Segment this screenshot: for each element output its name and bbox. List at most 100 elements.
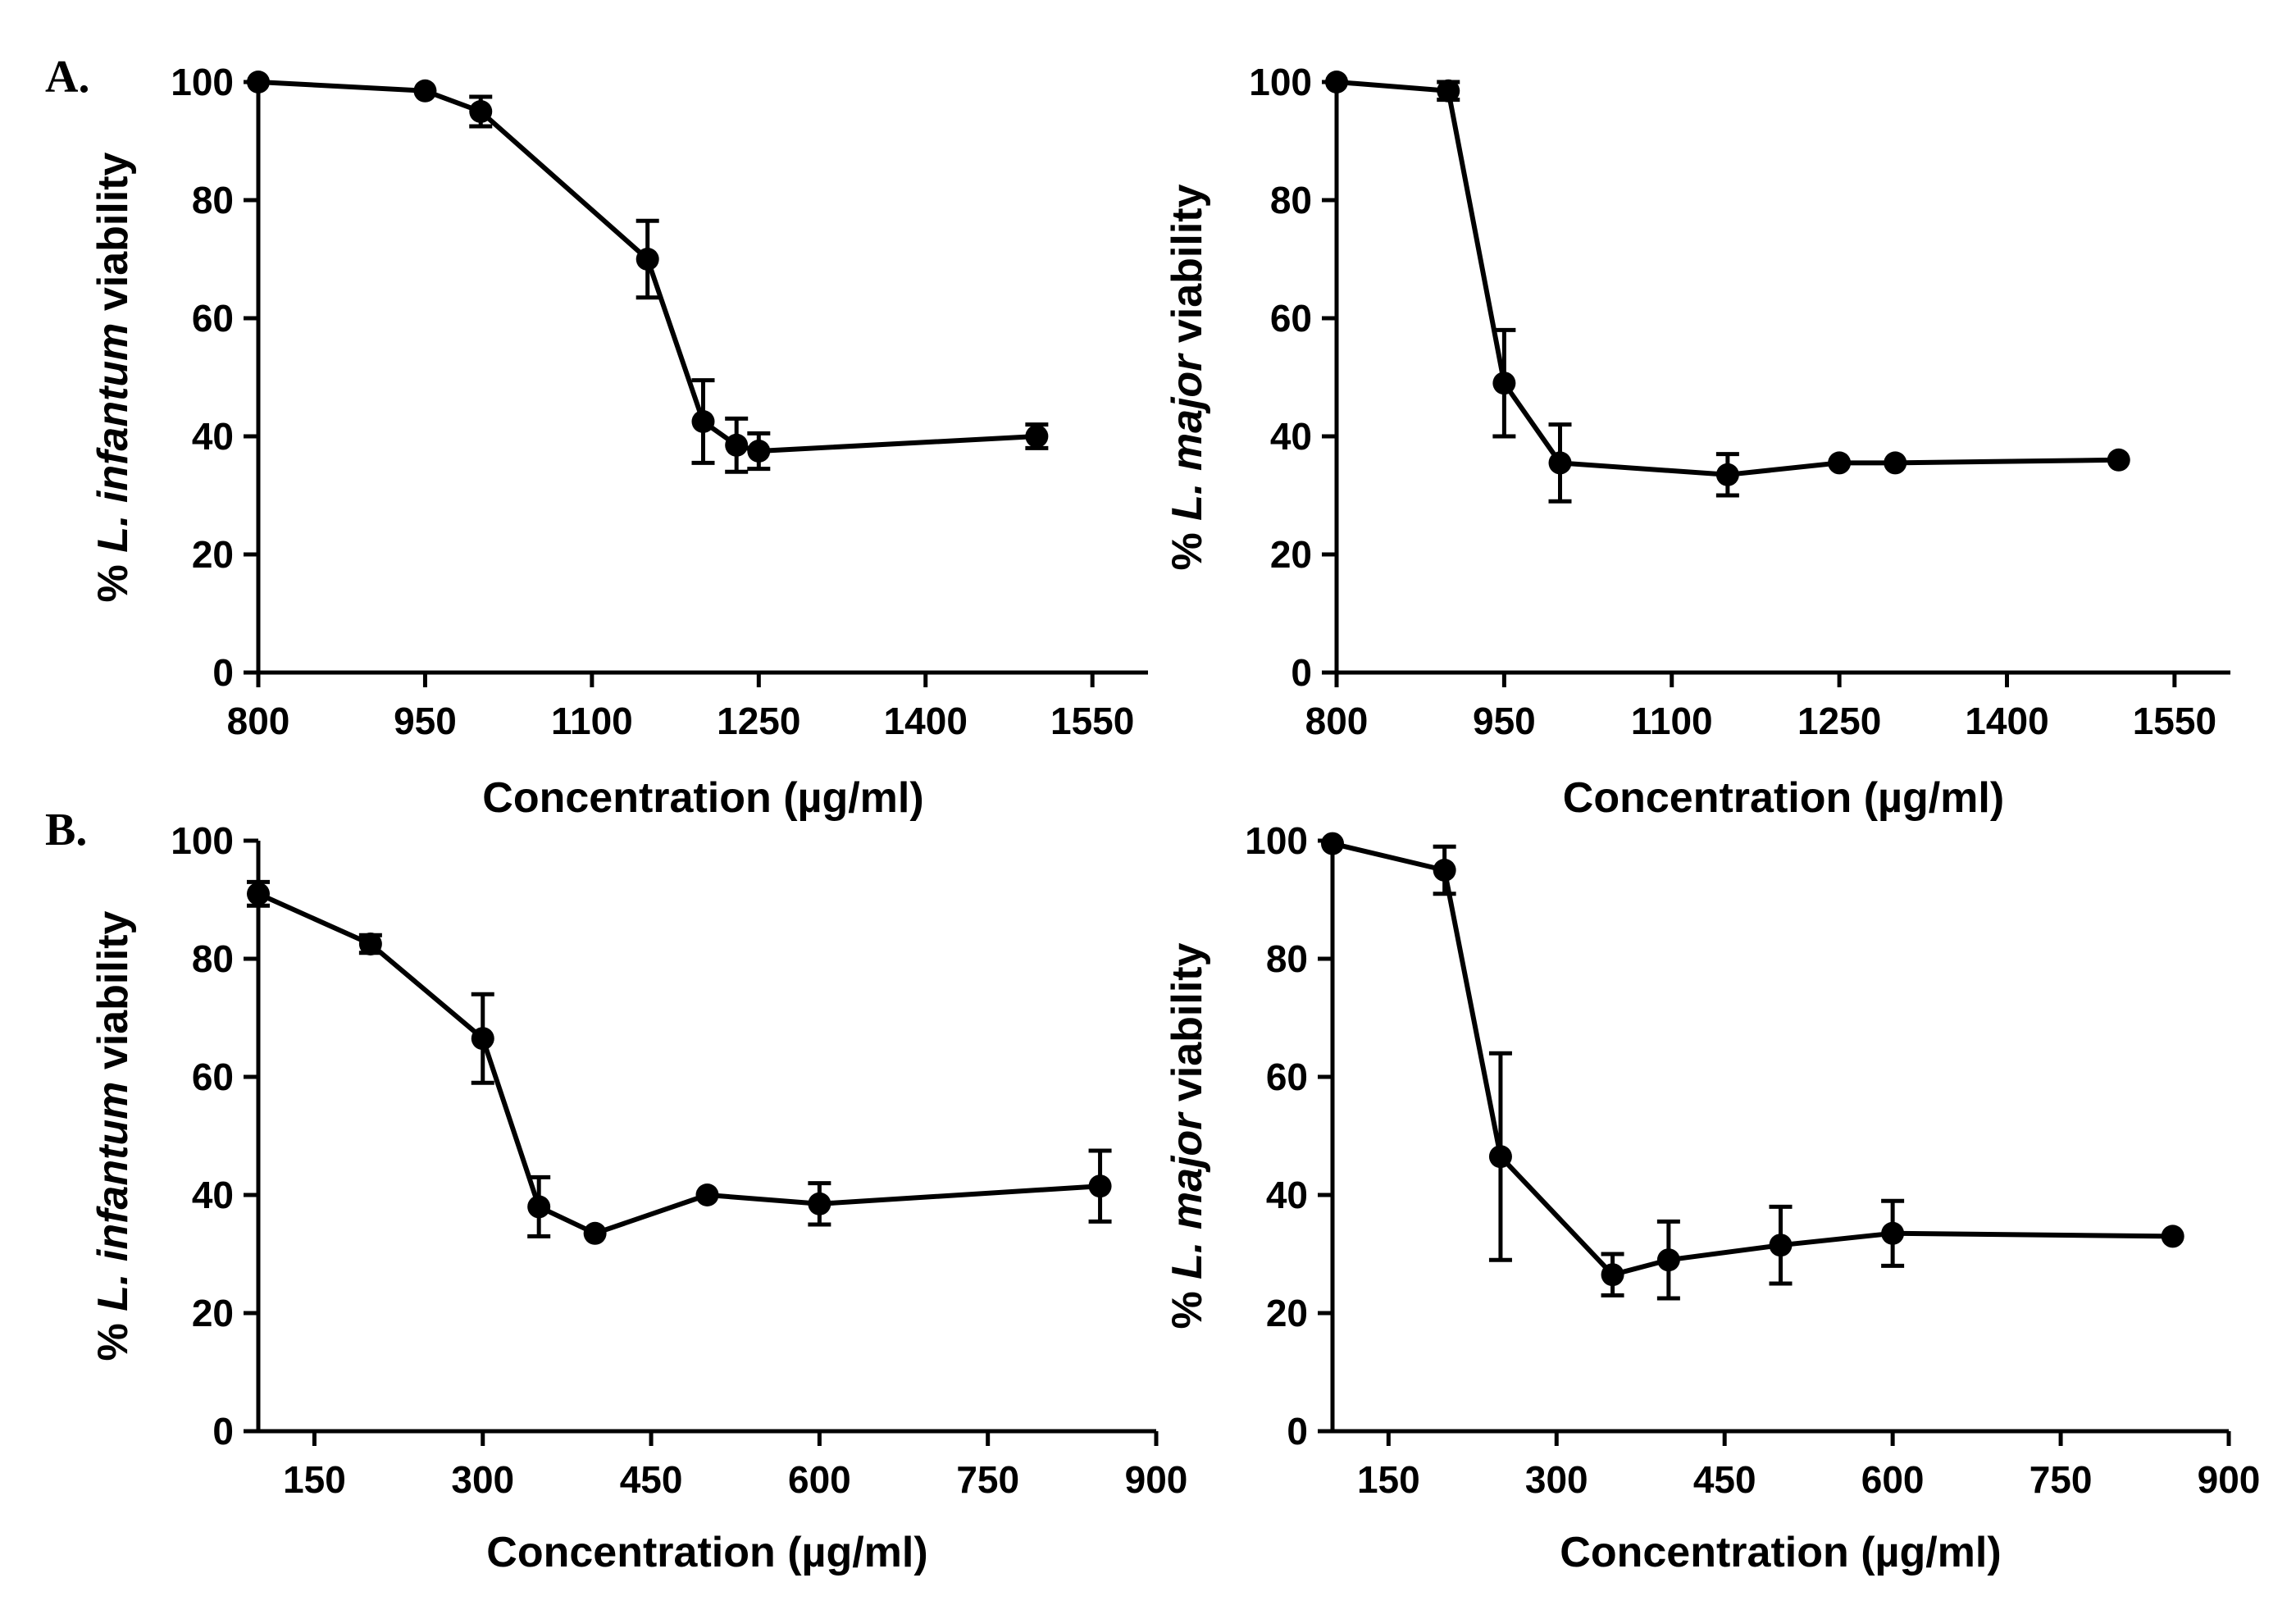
data-point — [1088, 1174, 1112, 1198]
panel-label-b: B. — [45, 805, 87, 855]
data-point — [469, 100, 493, 123]
y-tick-label: 60 — [192, 1056, 234, 1098]
x-tick-label: 1100 — [1631, 700, 1713, 742]
x-tick-label: 600 — [1861, 1458, 1925, 1501]
y-tick-label: 40 — [192, 1174, 234, 1216]
data-point — [413, 79, 437, 103]
y-title-suffix: viability — [89, 910, 137, 1081]
data-point — [1601, 1263, 1624, 1287]
data-point — [636, 248, 659, 271]
y-tick-label: 80 — [1266, 937, 1308, 980]
y-tick-label: 40 — [1266, 1174, 1308, 1216]
y-tick-label: 20 — [1266, 1292, 1308, 1334]
data-point — [1881, 1221, 1905, 1245]
chart-A-right: 0 20 40 60 80 100 800 950 1100 1250 1400 1550 Concen… — [1164, 61, 2230, 822]
y-title-species: L. infantum — [89, 1082, 137, 1311]
y-tick-label: 0 — [1291, 651, 1312, 694]
x-tick-label: 1100 — [551, 700, 633, 742]
x-tick-label: 1400 — [884, 700, 968, 742]
x-tick-label: 1250 — [717, 700, 800, 742]
data-point — [1437, 79, 1460, 103]
x-tick-label: 1400 — [1965, 700, 2048, 742]
x-tick-label: 150 — [1357, 1458, 1420, 1501]
y-title-prefix: % — [1164, 521, 1211, 571]
data-point — [695, 1183, 719, 1206]
x-axis-title: Concentration (µg/ml) — [482, 774, 923, 822]
x-tick-label: 450 — [620, 1458, 683, 1501]
data-point — [1884, 451, 1907, 475]
data-point — [358, 933, 382, 955]
series-line — [1336, 80, 2119, 477]
y-tick-label: 60 — [1266, 1056, 1308, 1098]
x-tick-label: 800 — [227, 700, 290, 742]
y-title-species: L. major — [1164, 353, 1211, 521]
y-title-suffix: viability — [1164, 184, 1211, 354]
y-tick-label: 20 — [1270, 533, 1312, 576]
data-point — [1492, 372, 1516, 395]
x-tick-label: 600 — [788, 1458, 851, 1501]
y-tick-label: 40 — [192, 415, 234, 458]
data-point — [1828, 451, 1852, 475]
data-point — [1321, 832, 1344, 855]
chart-A-left: 0 20 40 60 80 100 800 950 1100 1250 1400 1550 Concen… — [89, 61, 1148, 822]
y-tick-label: 20 — [192, 1292, 234, 1334]
x-tick-label: 450 — [1693, 1458, 1756, 1501]
y-axis-title: % L. major viability — [1164, 184, 1211, 570]
y-tick-label: 80 — [192, 937, 234, 980]
data-point — [1656, 1248, 1680, 1272]
y-title-prefix: % — [1164, 1279, 1211, 1329]
y-tick-label: 80 — [192, 179, 234, 221]
data-point — [1715, 463, 1739, 486]
data-point — [471, 1027, 494, 1051]
data-point — [2107, 448, 2130, 472]
y-tick-label: 0 — [212, 651, 234, 694]
x-tick-label: 300 — [451, 1458, 514, 1501]
x-tick-label: 950 — [394, 700, 457, 742]
data-point — [1488, 1145, 1512, 1169]
x-tick-label: 1250 — [1797, 700, 1881, 742]
x-tick-label: 1550 — [2133, 700, 2216, 742]
data-point — [1325, 71, 1348, 93]
y-tick-label: 60 — [192, 297, 234, 340]
y-tick-label: 60 — [1270, 297, 1312, 340]
y-tick-label: 20 — [192, 533, 234, 576]
y-axis-title: % L. major viability — [1164, 942, 1211, 1329]
data-point — [247, 882, 270, 905]
data-point — [1769, 1234, 1793, 1257]
y-tick-label: 100 — [1245, 819, 1308, 862]
x-tick-label: 150 — [283, 1458, 346, 1501]
x-tick-label: 900 — [2198, 1458, 2261, 1501]
x-tick-label: 750 — [956, 1458, 1019, 1501]
x-tick-label: 950 — [1473, 700, 1536, 742]
data-point — [1025, 425, 1049, 448]
x-tick-label: 800 — [1305, 700, 1369, 742]
y-tick-label: 100 — [1249, 61, 1312, 103]
y-title-species: L. major — [1164, 1111, 1211, 1279]
y-tick-label: 0 — [1287, 1410, 1308, 1453]
chart-B-left: 0 20 40 60 80 100 150 300 450 600 750 900 Concentrat… — [89, 819, 1187, 1576]
series-line — [257, 892, 1100, 1236]
data-point — [1433, 859, 1456, 882]
x-axis-title: Concentration (µg/ml) — [486, 1529, 927, 1576]
data-point — [2161, 1225, 2184, 1248]
y-title-species: L. infantum — [89, 323, 137, 553]
y-tick-label: 80 — [1270, 179, 1312, 221]
data-point — [747, 440, 771, 463]
y-title-prefix: % — [89, 553, 137, 603]
y-tick-label: 40 — [1270, 415, 1312, 458]
x-tick-label: 750 — [2029, 1458, 2093, 1501]
x-axis-title: Concentration (µg/ml) — [1560, 1529, 2001, 1576]
series-line — [1332, 841, 2173, 1278]
x-tick-label: 900 — [1125, 1458, 1188, 1501]
chart-B-right: 0 20 40 60 80 100 150 300 450 600 750 900 Concentrat… — [1164, 819, 2260, 1576]
data-point — [527, 1195, 551, 1219]
y-title-prefix: % — [89, 1311, 137, 1361]
y-tick-label: 0 — [212, 1410, 234, 1453]
data-point — [1548, 451, 1572, 475]
data-point — [725, 433, 749, 457]
y-title-suffix: viability — [1164, 942, 1211, 1113]
y-tick-label: 100 — [171, 61, 234, 103]
y-title-suffix: viability — [89, 152, 137, 322]
